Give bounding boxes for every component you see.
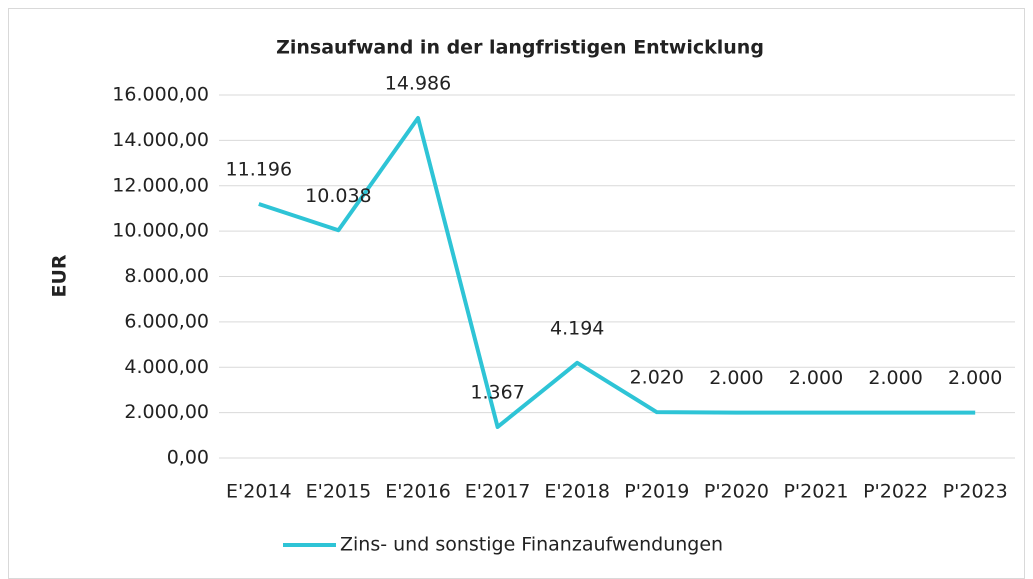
x-tick-label: E'2017 <box>465 481 531 503</box>
data-label: 10.038 <box>305 185 371 207</box>
x-tick-label: E'2014 <box>226 481 292 503</box>
chart-frame <box>8 8 1025 579</box>
y-axis-label: EUR <box>49 254 71 297</box>
data-label: 14.986 <box>385 73 451 95</box>
legend-label: Zins- und sonstige Finanzaufwendungen <box>340 534 723 556</box>
data-label: 2.000 <box>709 367 763 389</box>
data-label: 2.000 <box>868 367 922 389</box>
chart-title: Zinsaufwand in der langfristigen Entwick… <box>276 37 764 59</box>
data-label: 2.000 <box>948 367 1002 389</box>
line-series <box>258 116 976 429</box>
data-label: 11.196 <box>226 158 292 180</box>
x-tick-label: E'2016 <box>385 481 451 503</box>
data-label: 4.194 <box>550 317 604 339</box>
data-label: 1.367 <box>470 381 524 403</box>
y-tick-label: 0,00 <box>167 447 209 469</box>
x-tick-label: P'2020 <box>704 481 769 503</box>
y-tick-label: 4.000,00 <box>124 356 209 378</box>
data-label: 2.000 <box>789 367 843 389</box>
x-tick-label: P'2023 <box>943 481 1008 503</box>
data-label: 2.020 <box>630 367 684 389</box>
x-tick-label: E'2015 <box>306 481 372 503</box>
x-tick-label: P'2019 <box>624 481 689 503</box>
x-tick-label: E'2018 <box>544 481 610 503</box>
y-tick-label: 6.000,00 <box>124 310 209 332</box>
x-tick-label: P'2022 <box>863 481 928 503</box>
y-tick-label: 12.000,00 <box>112 174 209 196</box>
y-tick-label: 16.000,00 <box>112 84 209 106</box>
y-tick-label: 8.000,00 <box>124 265 209 287</box>
y-tick-label: 14.000,00 <box>112 129 209 151</box>
x-tick-label: P'2021 <box>783 481 848 503</box>
y-tick-label: 10.000,00 <box>112 220 209 242</box>
y-tick-label: 2.000,00 <box>124 401 209 423</box>
